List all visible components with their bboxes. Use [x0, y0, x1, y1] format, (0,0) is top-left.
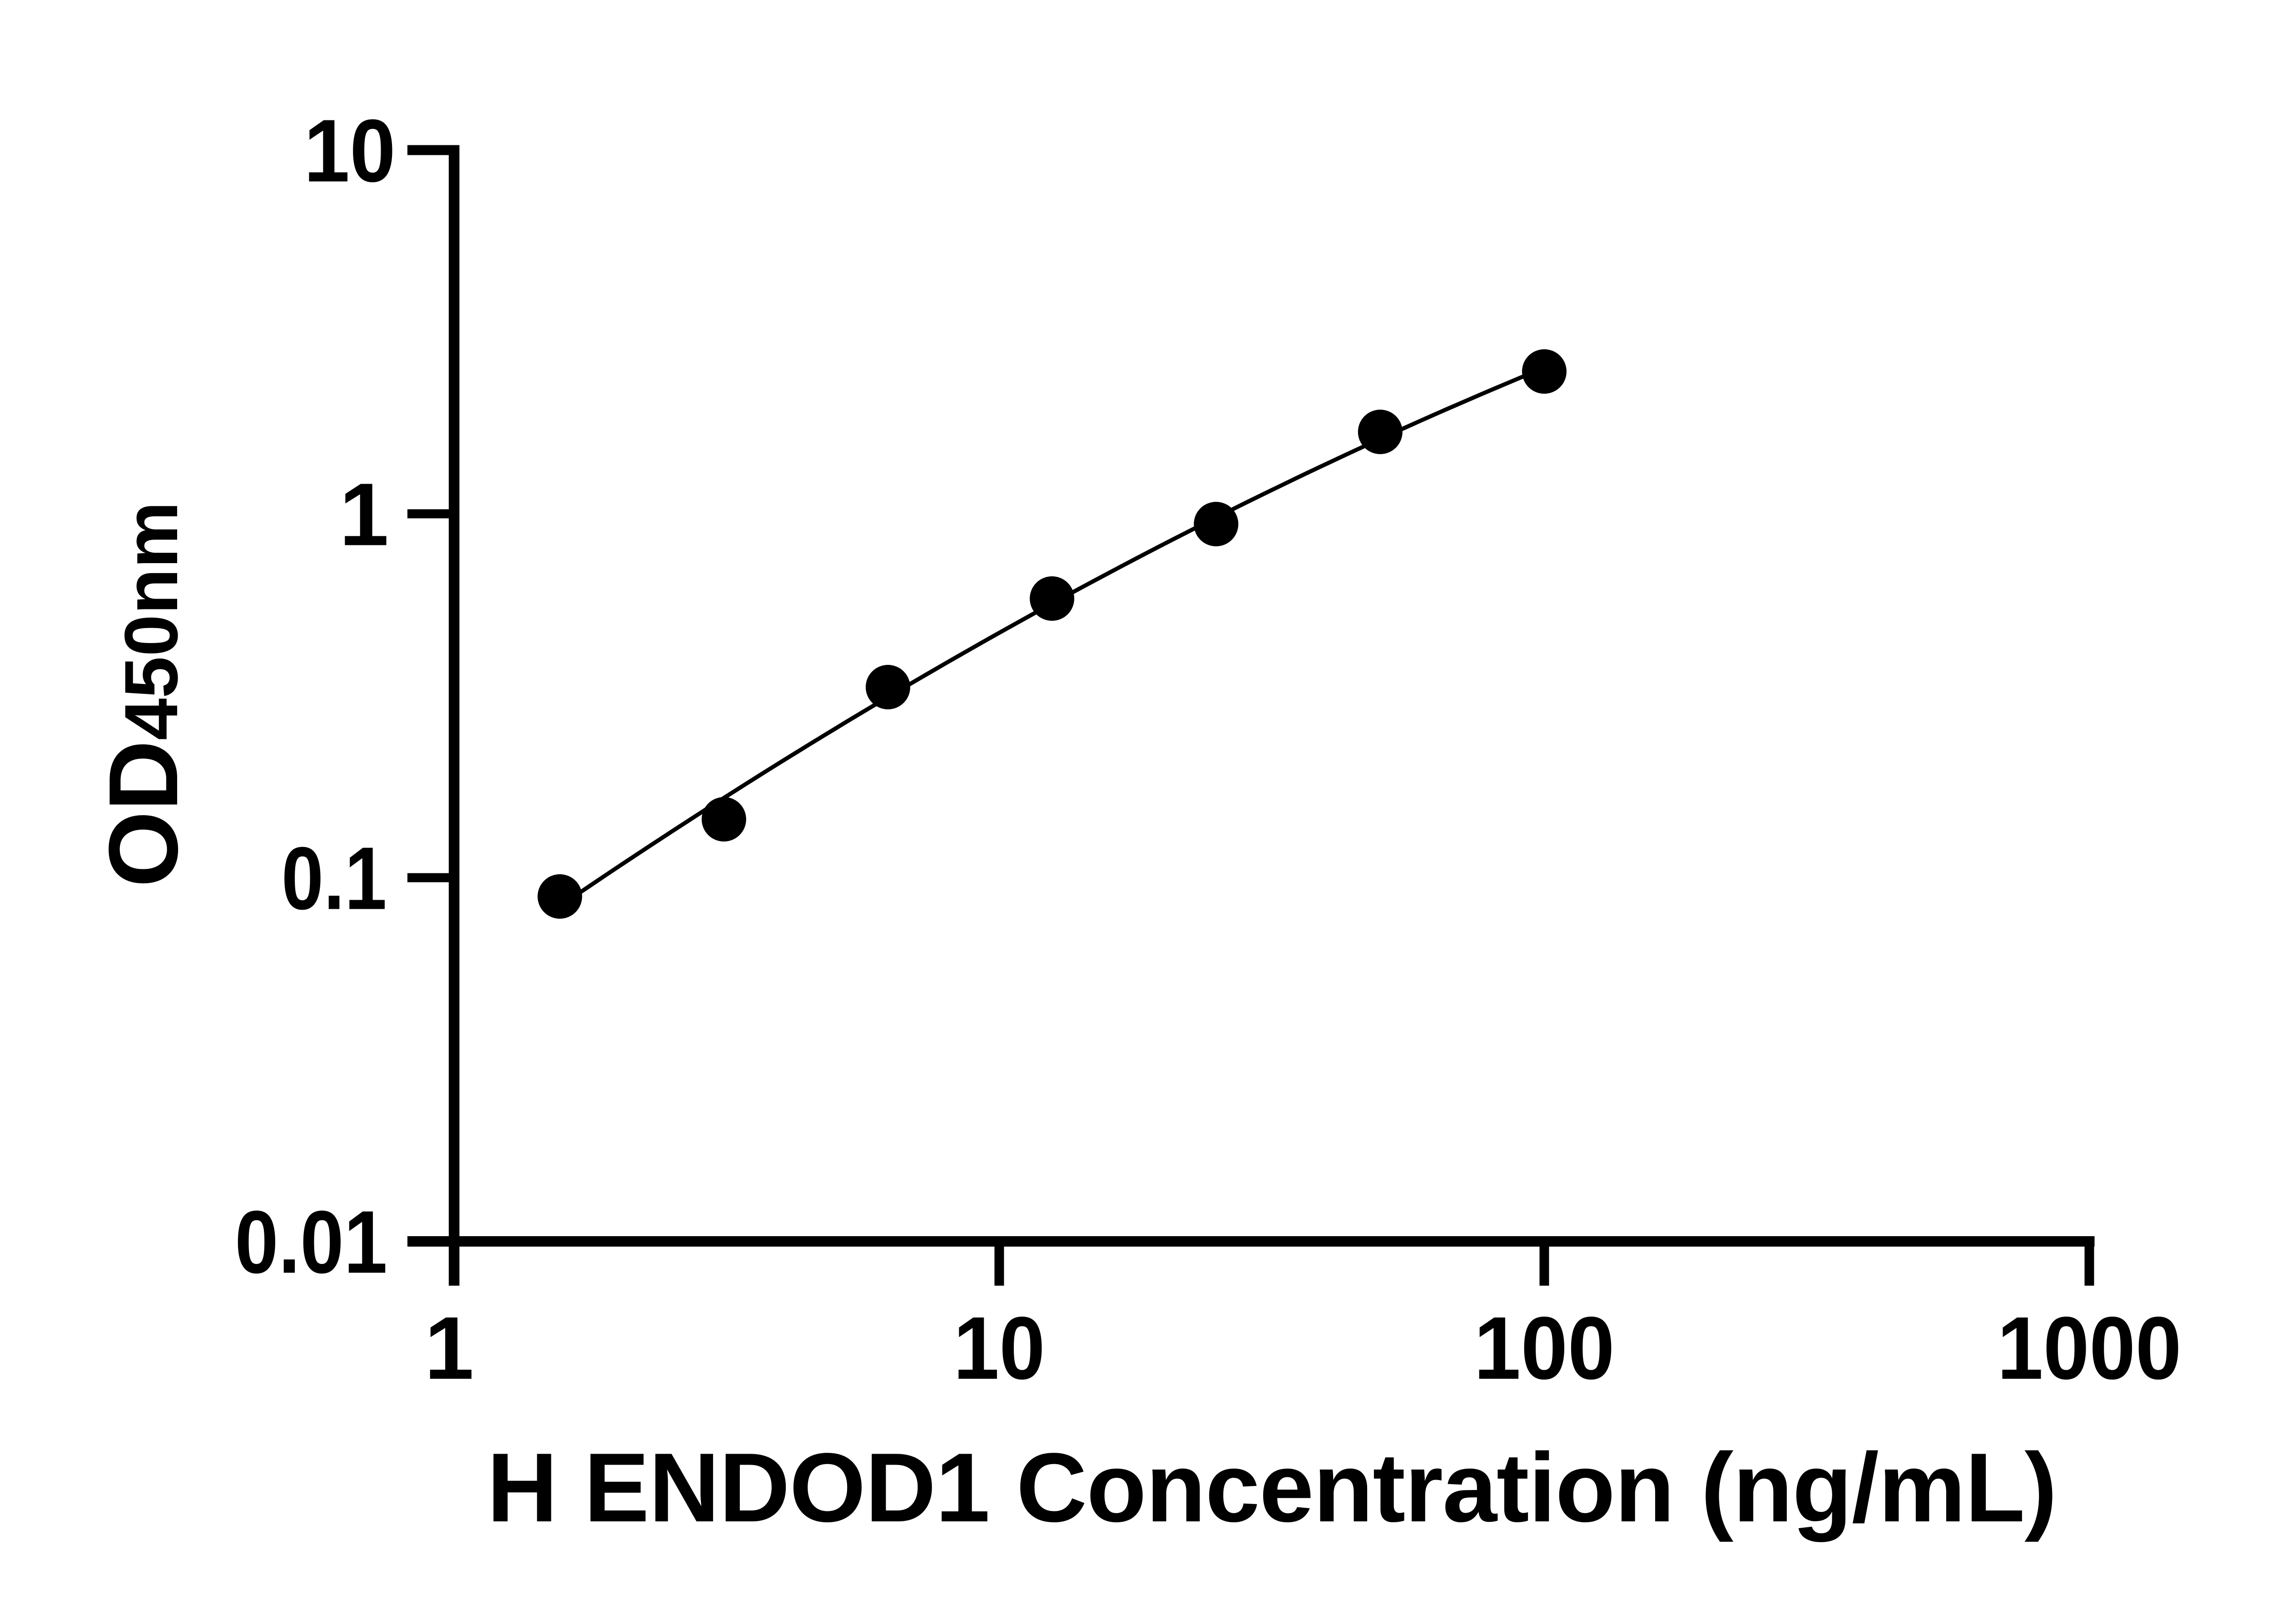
- svg-text:0.01: 0.01: [235, 1193, 387, 1292]
- svg-text:100: 100: [1474, 1298, 1615, 1398]
- svg-text:10: 10: [304, 101, 396, 201]
- svg-text:0.1: 0.1: [282, 829, 387, 928]
- svg-text:1: 1: [339, 465, 389, 564]
- svg-text:1000: 1000: [1997, 1298, 2182, 1398]
- svg-text:OD450nm: OD450nm: [88, 501, 198, 887]
- svg-text:1: 1: [424, 1298, 474, 1398]
- svg-text:10: 10: [953, 1298, 1045, 1398]
- svg-text:H ENDOD1 Concentration (ng/mL): H ENDOD1 Concentration (ng/mL): [487, 1432, 2057, 1542]
